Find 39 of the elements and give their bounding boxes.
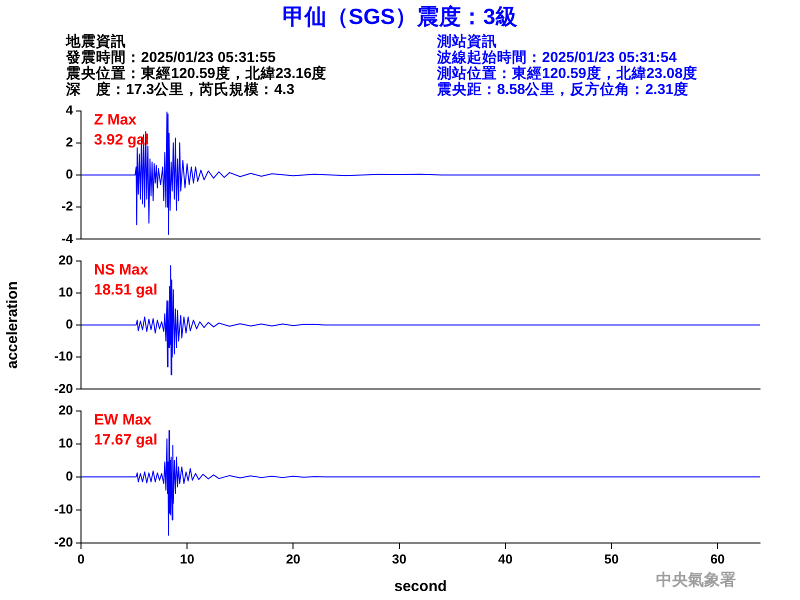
annotation: NS Max	[94, 261, 149, 278]
x-tick-label: 0	[77, 551, 85, 566]
x-tick-label: 20	[286, 551, 300, 566]
y-tick-label: -20	[54, 380, 73, 396]
y-axis-title: acceleration	[4, 281, 22, 369]
y-tick-label: 0	[66, 316, 73, 332]
text: 震央距：8.58公里，反方位角：2.31度	[437, 82, 688, 98]
y-tick-label: 0	[66, 468, 73, 484]
y-tick-label: 0	[66, 166, 73, 182]
chart-title: 甲仙（SGS）震度：3級	[282, 3, 518, 31]
y-tick-label: -2	[61, 198, 73, 214]
y-tick-label: -4	[61, 230, 74, 246]
x-tick-label: 50	[604, 551, 619, 566]
x-tick-label: 30	[392, 551, 407, 566]
text: 發震時間：2025/01/23 05:31:55	[66, 50, 276, 66]
y-tick-label: 10	[58, 284, 73, 300]
annotation: Z Max	[94, 111, 138, 128]
y-tick-label: 20	[58, 252, 73, 268]
text: 波線起始時間：2025/01/23 05:31:54	[437, 50, 677, 66]
text: 測站位置：東經120.59度，北緯23.08度	[437, 66, 698, 82]
annotation: EW Max	[94, 411, 152, 428]
text: 震央位置：東經120.59度，北緯23.16度	[66, 66, 327, 82]
annotation: 17.67 gal	[94, 431, 158, 448]
y-tick-label: 2	[66, 134, 73, 150]
x-axis-title: second	[394, 578, 447, 596]
text: 中央氣象署	[656, 570, 736, 591]
y-tick-label: 4	[66, 102, 74, 118]
text: 地震資訊	[66, 34, 126, 50]
y-tick-label: -20	[54, 534, 73, 550]
text: 測站資訊	[437, 34, 497, 50]
x-tick-label: 40	[498, 551, 513, 566]
y-tick-label: 10	[58, 435, 73, 450]
x-tick-label: 60	[710, 551, 725, 566]
x-tick-label: 10	[180, 551, 194, 566]
text: 深 度：17.3公里，芮氏規模：4.3	[66, 82, 294, 98]
y-tick-label: 20	[58, 402, 73, 418]
y-tick-label: -10	[54, 348, 73, 364]
y-tick-label: -10	[54, 502, 73, 517]
annotation: 18.51 gal	[94, 281, 158, 298]
